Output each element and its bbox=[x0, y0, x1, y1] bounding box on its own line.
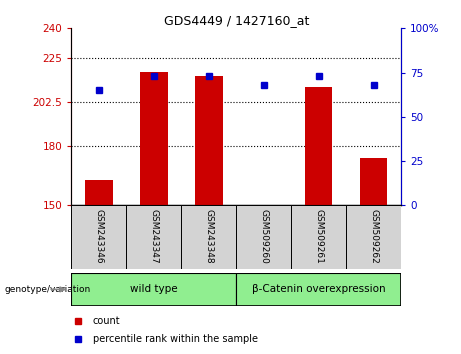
Bar bbox=[71, 205, 126, 269]
Text: count: count bbox=[93, 316, 120, 326]
Text: percentile rank within the sample: percentile rank within the sample bbox=[93, 334, 258, 344]
Bar bbox=[195, 75, 223, 205]
Bar bbox=[236, 205, 291, 269]
Text: GSM243346: GSM243346 bbox=[95, 209, 103, 263]
Bar bbox=[140, 72, 168, 205]
Bar bbox=[291, 205, 346, 269]
Bar bbox=[346, 205, 401, 269]
Text: β-Catenin overexpression: β-Catenin overexpression bbox=[252, 284, 385, 295]
Title: GDS4449 / 1427160_at: GDS4449 / 1427160_at bbox=[164, 14, 309, 27]
Text: GSM243348: GSM243348 bbox=[204, 209, 213, 263]
Text: GSM243347: GSM243347 bbox=[149, 209, 159, 263]
Bar bbox=[71, 273, 236, 306]
Text: GSM509261: GSM509261 bbox=[314, 209, 323, 263]
Bar bbox=[181, 205, 236, 269]
Bar bbox=[126, 205, 181, 269]
Bar bbox=[85, 180, 112, 205]
Bar bbox=[360, 158, 387, 205]
Text: GSM509260: GSM509260 bbox=[259, 209, 268, 263]
Bar bbox=[236, 273, 401, 306]
Text: genotype/variation: genotype/variation bbox=[5, 285, 91, 294]
Bar bbox=[305, 87, 332, 205]
Text: wild type: wild type bbox=[130, 284, 177, 295]
Text: GSM509262: GSM509262 bbox=[369, 209, 378, 263]
